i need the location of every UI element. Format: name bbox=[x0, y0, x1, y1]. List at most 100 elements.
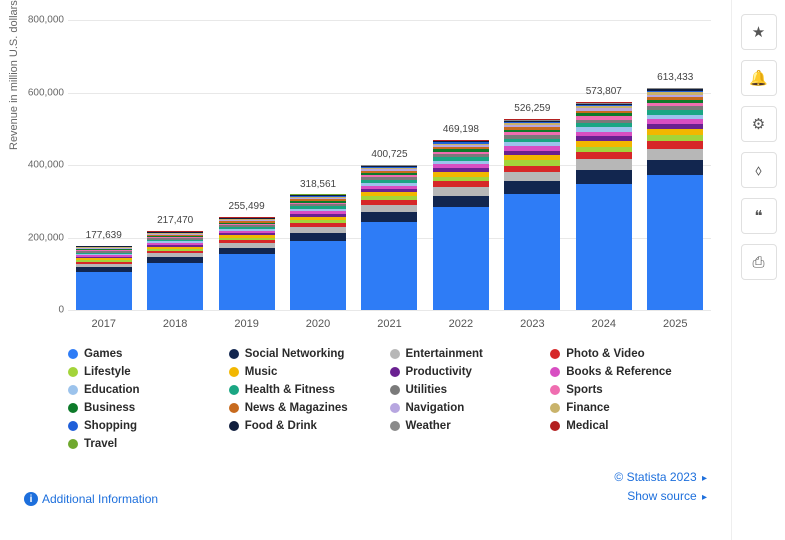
legend-item[interactable]: Sports bbox=[550, 384, 703, 396]
star-button[interactable]: ★ bbox=[741, 14, 777, 50]
bar-segment bbox=[647, 149, 703, 160]
legend-item[interactable]: Music bbox=[229, 366, 382, 378]
legend-item[interactable]: Education bbox=[68, 384, 221, 396]
y-tick-label: 0 bbox=[20, 305, 64, 316]
show-source-link[interactable]: Show source bbox=[627, 489, 696, 503]
legend-item[interactable]: Lifestyle bbox=[68, 366, 221, 378]
bar-total-label: 469,198 bbox=[443, 124, 479, 135]
legend-item[interactable]: Finance bbox=[550, 402, 703, 414]
y-tick-label: 800,000 bbox=[20, 15, 64, 26]
legend-item[interactable]: News & Magazines bbox=[229, 402, 382, 414]
legend-item[interactable]: Books & Reference bbox=[550, 366, 703, 378]
legend-swatch bbox=[390, 349, 400, 359]
legend-swatch bbox=[68, 385, 78, 395]
stacked-bar[interactable] bbox=[647, 88, 703, 310]
additional-info-link[interactable]: i Additional Information bbox=[24, 492, 158, 506]
legend-item[interactable]: Navigation bbox=[390, 402, 543, 414]
legend-item[interactable]: Utilities bbox=[390, 384, 543, 396]
legend-swatch bbox=[550, 349, 560, 359]
legend-label: Weather bbox=[406, 420, 451, 432]
bar-total-label: 613,433 bbox=[657, 72, 693, 83]
stacked-bar[interactable] bbox=[147, 231, 203, 310]
legend-swatch bbox=[390, 385, 400, 395]
legend-item[interactable]: Food & Drink bbox=[229, 420, 382, 432]
chevron-right-icon: ▸ bbox=[702, 490, 707, 506]
bell-button[interactable]: 🔔 bbox=[741, 60, 777, 96]
bar-segment bbox=[647, 160, 703, 175]
x-tick-label: 2022 bbox=[433, 318, 489, 330]
bar-column: 526,259 bbox=[504, 119, 560, 310]
legend-label: Productivity bbox=[406, 366, 472, 378]
x-tick-label: 2025 bbox=[647, 318, 703, 330]
legend-item[interactable]: Photo & Video bbox=[550, 348, 703, 360]
bar-column: 217,470 bbox=[147, 231, 203, 310]
action-sidebar: ★ 🔔 ⚙ ⬨ ❝ ⎙ bbox=[731, 0, 785, 540]
legend-item[interactable]: Games bbox=[68, 348, 221, 360]
bar-total-label: 400,725 bbox=[371, 149, 407, 160]
stacked-bar[interactable] bbox=[290, 195, 346, 310]
stacked-bar[interactable] bbox=[76, 246, 132, 310]
legend-label: Medical bbox=[566, 420, 608, 432]
legend-swatch bbox=[229, 403, 239, 413]
print-button[interactable]: ⎙ bbox=[741, 244, 777, 280]
stacked-bar[interactable] bbox=[219, 217, 275, 310]
copyright-text: © Statista 2023 bbox=[614, 470, 696, 484]
bar-total-label: 177,639 bbox=[86, 230, 122, 241]
legend-item[interactable]: Weather bbox=[390, 420, 543, 432]
legend-label: Games bbox=[84, 348, 122, 360]
stacked-bar[interactable] bbox=[576, 102, 632, 310]
bar-segment bbox=[576, 170, 632, 184]
legend-label: Business bbox=[84, 402, 135, 414]
quote-button[interactable]: ❝ bbox=[741, 198, 777, 234]
legend-swatch bbox=[390, 403, 400, 413]
stacked-bar[interactable] bbox=[361, 165, 417, 310]
legend-label: Food & Drink bbox=[245, 420, 317, 432]
legend-item[interactable]: Medical bbox=[550, 420, 703, 432]
y-tick-label: 600,000 bbox=[20, 87, 64, 98]
legend-swatch bbox=[550, 367, 560, 377]
bar-segment bbox=[647, 175, 703, 310]
legend-item[interactable]: Social Networking bbox=[229, 348, 382, 360]
bar-segment bbox=[504, 181, 560, 194]
bar-segment bbox=[361, 212, 417, 222]
legend-swatch bbox=[229, 367, 239, 377]
legend-item[interactable]: Business bbox=[68, 402, 221, 414]
legend-item[interactable]: Entertainment bbox=[390, 348, 543, 360]
legend-label: Sports bbox=[566, 384, 602, 396]
chart-plot: 0200,000400,000600,000800,000 177,639217… bbox=[68, 20, 711, 310]
x-tick-label: 2018 bbox=[147, 318, 203, 330]
x-tick-label: 2017 bbox=[76, 318, 132, 330]
gear-button[interactable]: ⚙ bbox=[741, 106, 777, 142]
stacked-bar[interactable] bbox=[433, 140, 489, 310]
bar-segment bbox=[147, 263, 203, 310]
info-icon: i bbox=[24, 492, 38, 506]
share-button[interactable]: ⬨ bbox=[741, 152, 777, 188]
bar-segment bbox=[290, 241, 346, 310]
bar-column: 573,807 bbox=[576, 102, 632, 310]
legend-item[interactable]: Travel bbox=[68, 438, 221, 450]
bar-total-label: 573,807 bbox=[586, 86, 622, 97]
legend-item[interactable]: Shopping bbox=[68, 420, 221, 432]
flag-icon: ▸ bbox=[702, 471, 707, 487]
legend-label: Photo & Video bbox=[566, 348, 644, 360]
legend-label: Utilities bbox=[406, 384, 448, 396]
legend-swatch bbox=[550, 385, 560, 395]
bar-column: 613,433 bbox=[647, 88, 703, 310]
legend-swatch bbox=[68, 439, 78, 449]
legend-label: Navigation bbox=[406, 402, 465, 414]
legend: Games Social Networking Entertainment Photo… bbox=[68, 348, 703, 450]
bar-total-label: 318,561 bbox=[300, 179, 336, 190]
x-tick-label: 2023 bbox=[504, 318, 560, 330]
stacked-bar[interactable] bbox=[504, 119, 560, 310]
legend-item[interactable]: Health & Fitness bbox=[229, 384, 382, 396]
legend-label: Entertainment bbox=[406, 348, 483, 360]
legend-swatch bbox=[390, 421, 400, 431]
y-tick-label: 400,000 bbox=[20, 160, 64, 171]
legend-label: News & Magazines bbox=[245, 402, 348, 414]
legend-swatch bbox=[68, 421, 78, 431]
legend-item[interactable]: Productivity bbox=[390, 366, 543, 378]
y-axis-label: Revenue in million U.S. dollars bbox=[8, 0, 20, 150]
bar-segment bbox=[433, 207, 489, 310]
legend-label: Travel bbox=[84, 438, 117, 450]
legend-label: Finance bbox=[566, 402, 609, 414]
